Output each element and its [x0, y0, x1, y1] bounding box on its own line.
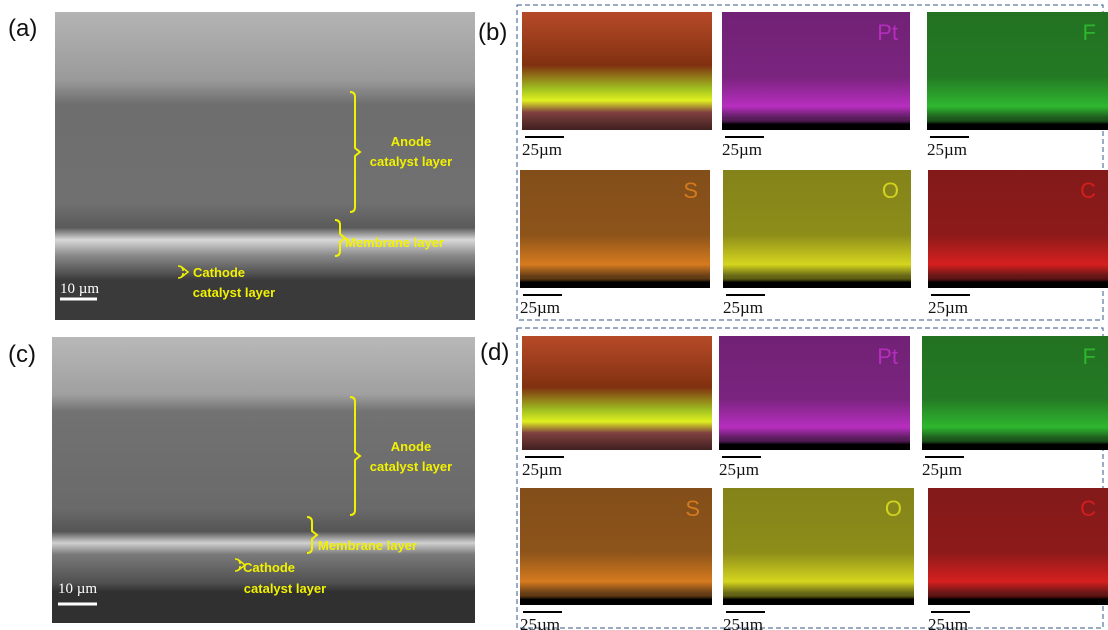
scale-bar-label: 25µm [922, 460, 962, 479]
scale-bar-label: 25µm [522, 460, 562, 479]
annotation: Cathode [193, 265, 245, 280]
eds-map [927, 12, 1108, 130]
element-label: Pt [877, 344, 898, 369]
element-label: F [1083, 20, 1096, 45]
annotation: catalyst layer [370, 459, 452, 474]
element-label: O [885, 496, 902, 521]
scale-bar-label: 25µm [520, 615, 560, 630]
scale-bar-label: 25µm [719, 460, 759, 479]
panel-label: (d) [480, 339, 509, 366]
scale-bar-label: 10 µm [58, 581, 97, 597]
element-label: Pt [877, 20, 898, 45]
scale-bar-label: 25µm [723, 615, 763, 630]
figure: (a) Anode catalyst layer Membrane layer Cath… [0, 0, 1108, 630]
panel-label: (a) [8, 15, 37, 42]
panel-label: (b) [478, 19, 507, 46]
eds-map [520, 488, 712, 605]
annotation: Anode [391, 134, 431, 149]
annotation: Anode [391, 439, 431, 454]
scale-bar-label: 10 µm [60, 281, 99, 297]
scale-bar-label: 25µm [723, 298, 763, 317]
annotation: catalyst layer [244, 581, 326, 596]
eds-map [522, 336, 712, 450]
annotation: catalyst layer [193, 285, 275, 300]
element-label: C [1080, 496, 1096, 521]
annotation: Membrane layer [318, 538, 417, 553]
annotation: Membrane layer [345, 235, 444, 250]
eds-map [520, 170, 710, 288]
element-label: S [685, 496, 700, 521]
annotation: catalyst layer [370, 154, 452, 169]
element-label: C [1080, 178, 1096, 203]
element-label: S [683, 178, 698, 203]
scale-bar-label: 25µm [928, 615, 968, 630]
eds-map [922, 336, 1108, 450]
scale-bar-label: 25µm [928, 298, 968, 317]
scale-bar-label: 25µm [520, 298, 560, 317]
scale-bar-label: 25µm [927, 140, 967, 159]
element-label: O [882, 178, 899, 203]
scale-bar-label: 25µm [722, 140, 762, 159]
element-label: F [1083, 344, 1096, 369]
annotation: Cathode [243, 560, 295, 575]
scale-bar-label: 25µm [522, 140, 562, 159]
eds-map [522, 12, 712, 130]
panel-label: (c) [8, 341, 36, 368]
